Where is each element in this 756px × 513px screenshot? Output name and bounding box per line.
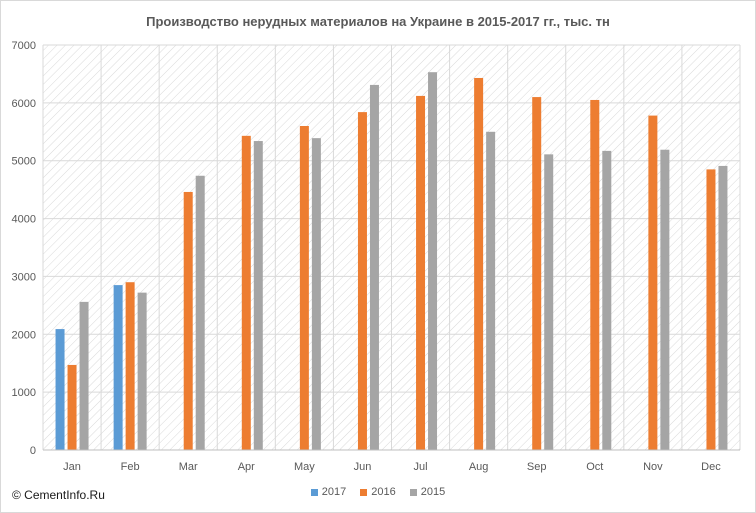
bar-2016-jan	[67, 364, 77, 450]
y-tick-label: 1000	[12, 387, 36, 399]
y-tick-label: 7000	[12, 40, 36, 52]
legend-item-2016: 2016	[360, 486, 396, 498]
bar-2016-feb	[125, 282, 135, 450]
x-tick-label: Dec	[701, 461, 721, 473]
x-tick-label: May	[294, 461, 315, 473]
x-tick-label: Mar	[179, 461, 198, 473]
bar-2016-aug	[474, 77, 484, 450]
chart-legend: 2017 2016 2015	[0, 486, 756, 498]
y-tick-label: 6000	[12, 98, 36, 110]
bar-2016-apr	[241, 135, 251, 451]
x-tick-label: Apr	[238, 461, 255, 473]
legend-item-2015: 2015	[409, 486, 446, 498]
bar-2015-jun	[369, 84, 379, 451]
bar-2016-oct	[590, 99, 600, 450]
legend-item-2017: 2017	[310, 486, 347, 498]
bar-2015-dec	[718, 165, 728, 450]
copyright-text: © CementInfo.Ru	[12, 488, 105, 502]
bar-2016-nov	[648, 115, 658, 450]
bar-2016-sep	[532, 97, 542, 451]
x-tick-label: Nov	[643, 461, 663, 473]
legend-swatch	[310, 488, 318, 496]
y-tick-label: 3000	[12, 271, 36, 283]
bar-2017-feb	[113, 285, 123, 450]
bar-2015-feb	[137, 292, 147, 450]
x-tick-label: Jun	[354, 461, 372, 473]
legend-swatch	[360, 488, 368, 496]
bar-2015-aug	[486, 131, 496, 451]
bar-2015-sep	[544, 154, 554, 450]
legend-label: 2016	[371, 486, 396, 498]
bar-2016-jul	[416, 95, 426, 451]
chart-title: Производство нерудных материалов на Укра…	[146, 14, 610, 29]
y-tick-label: 0	[30, 445, 36, 457]
legend-label: 2015	[420, 486, 446, 498]
bar-2016-dec	[706, 169, 716, 450]
bar-2015-apr	[253, 141, 263, 451]
x-tick-label: Aug	[469, 461, 489, 473]
y-tick-label: 2000	[12, 329, 36, 341]
x-tick-label: Sep	[527, 461, 547, 473]
x-tick-label: Jul	[414, 461, 428, 473]
bar-2015-jul	[428, 72, 438, 450]
legend-swatch	[409, 488, 417, 496]
x-tick-label: Feb	[121, 461, 140, 473]
bar-2015-mar	[195, 175, 205, 450]
bar-2016-may	[299, 126, 309, 450]
bar-2015-jan	[79, 301, 89, 450]
y-tick-label: 5000	[12, 156, 36, 168]
y-tick-label: 4000	[12, 214, 36, 226]
bar-2017-jan	[55, 329, 65, 450]
bar-2016-mar	[183, 191, 193, 450]
bar-2015-may	[311, 138, 321, 450]
bar-2015-oct	[602, 150, 612, 450]
legend-label: 2017	[321, 486, 347, 498]
x-tick-label: Jan	[63, 461, 81, 473]
bar-2016-jun	[357, 112, 367, 450]
bar-2015-nov	[660, 149, 670, 450]
x-tick-label: Oct	[586, 461, 603, 473]
